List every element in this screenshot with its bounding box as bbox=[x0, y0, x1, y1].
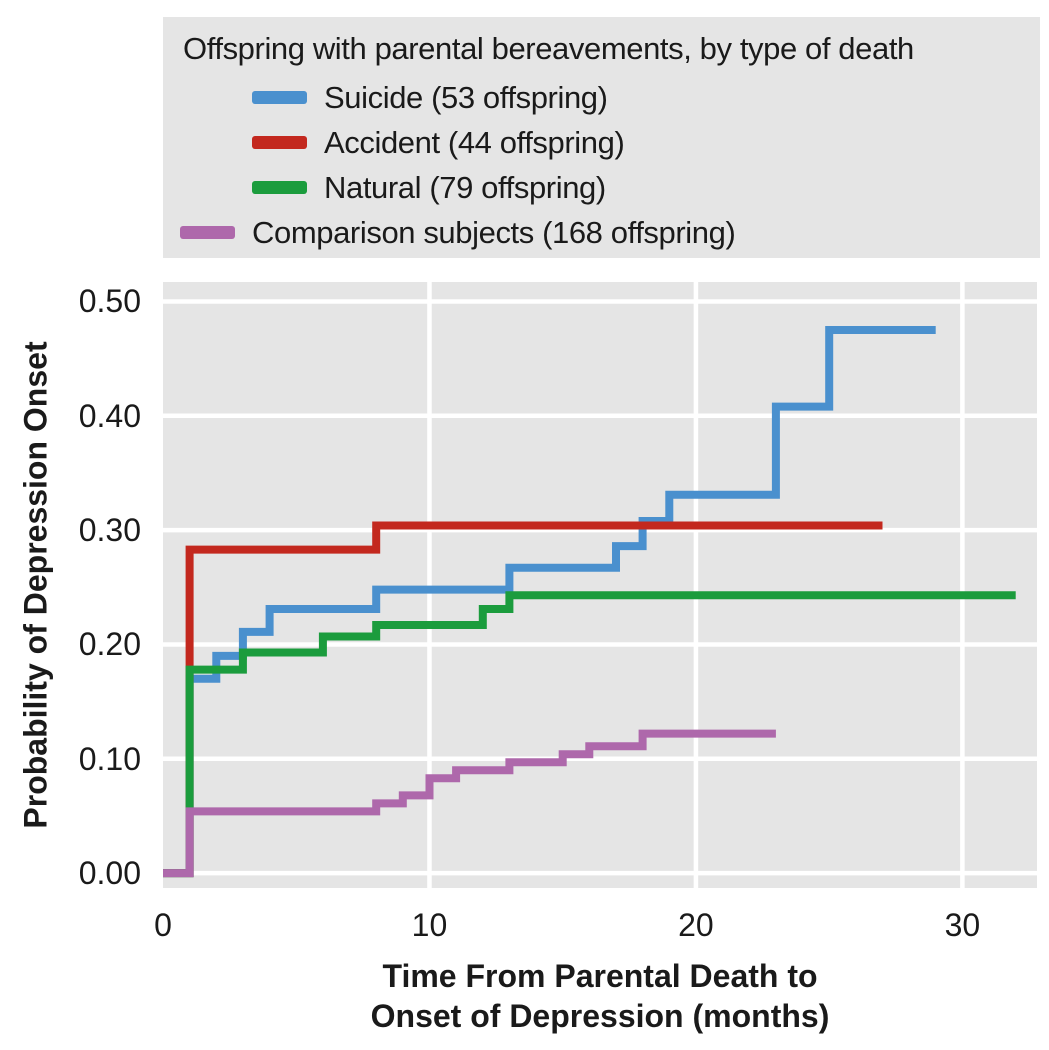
y-tick-label: 0.40 bbox=[78, 397, 141, 434]
panel-background bbox=[163, 282, 1037, 888]
legend-item: Accident (44 offspring) bbox=[252, 120, 1040, 165]
legend-swatch-icon bbox=[252, 181, 307, 194]
series-line-natural bbox=[163, 591, 1016, 878]
x-axis-title-line1: Time From Parental Death to bbox=[382, 958, 818, 994]
legend-box: Offspring with parental bereavements, by… bbox=[163, 17, 1040, 258]
x-tick-label: 30 bbox=[944, 907, 981, 943]
series-line-comparison bbox=[163, 729, 776, 878]
x-tick-label: 0 bbox=[154, 907, 172, 943]
legend-swatch-icon bbox=[252, 91, 307, 104]
legend-title: Offspring with parental bereavements, by… bbox=[183, 31, 914, 66]
y-tick-label: 0.00 bbox=[78, 855, 141, 892]
series-line-suicide bbox=[163, 326, 936, 878]
legend-swatch-icon bbox=[180, 226, 235, 239]
legend-item-label: Comparison subjects (168 offspring) bbox=[252, 214, 736, 250]
x-axis-title-line2: Onset of Depression (months) bbox=[370, 998, 830, 1034]
legend-rows: Suicide (53 offspring) Accident (44 offsp… bbox=[163, 75, 1040, 255]
legend-item: Natural (79 offspring) bbox=[252, 165, 1040, 210]
legend-item-label: Accident (44 offspring) bbox=[324, 124, 625, 160]
legend-swatch-icon bbox=[252, 136, 307, 149]
y-tick-label: 0.50 bbox=[78, 283, 141, 320]
x-tick-label: 20 bbox=[678, 907, 714, 943]
legend-item-label: Suicide (53 offspring) bbox=[324, 79, 608, 115]
y-tick-label: 0.10 bbox=[78, 740, 141, 777]
x-axis-title: Time From Parental Death to Onset of Dep… bbox=[163, 956, 1037, 1036]
plot-panel bbox=[163, 282, 1037, 888]
x-tick-label: 10 bbox=[411, 907, 448, 943]
y-tick-label: 0.20 bbox=[78, 626, 141, 663]
legend-item: Suicide (53 offspring) bbox=[252, 75, 1040, 120]
y-tick-label: 0.30 bbox=[78, 512, 141, 549]
legend-item: Comparison subjects (168 offspring) bbox=[180, 210, 1040, 255]
legend-item-label: Natural (79 offspring) bbox=[324, 169, 606, 205]
